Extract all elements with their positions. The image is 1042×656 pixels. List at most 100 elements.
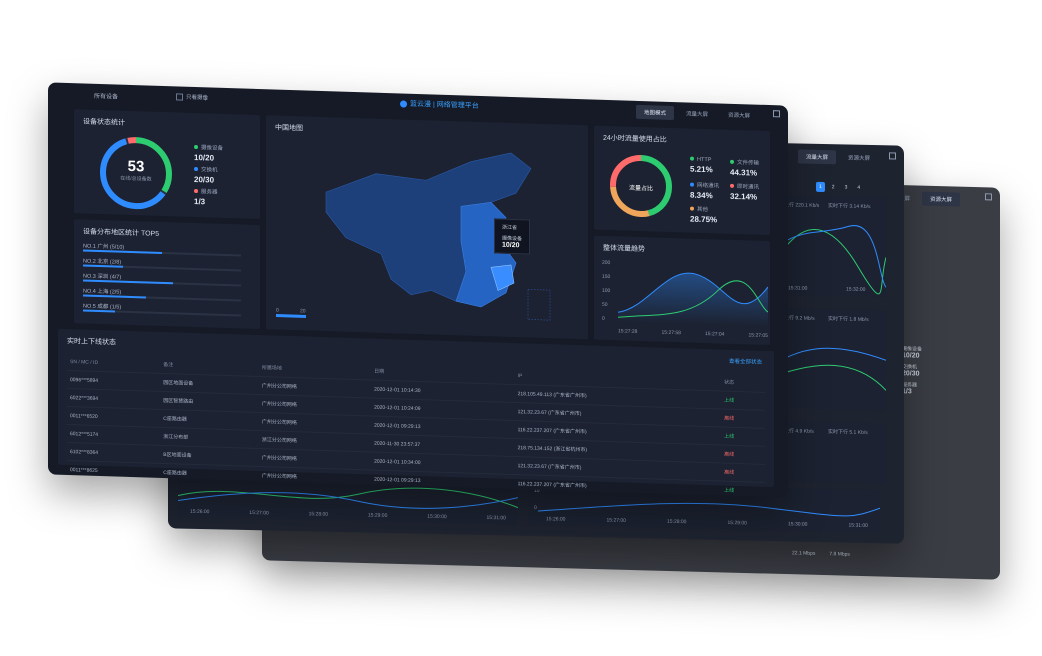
mid-chart-1-lines	[768, 225, 886, 295]
dot-icon	[690, 156, 694, 161]
pager-page-2[interactable]: 2	[831, 184, 835, 191]
trend-x3: 15:27:05	[748, 332, 768, 339]
device-status-title: 设备状态统计	[83, 118, 125, 127]
back-speed-up: 22.1 Mbps	[792, 550, 816, 557]
table-cell: 离线	[721, 409, 765, 429]
map-scale-max: 20	[300, 308, 306, 315]
dot-icon	[194, 188, 198, 194]
mid-x5: 15:31:00	[486, 514, 506, 522]
back-fullscreen-icon[interactable]	[985, 193, 992, 201]
traffic-share-panel: 24小时流量使用占比 流量占比 HTTP 5.21% 文件传输 44.31% 网络通讯 8…	[594, 125, 770, 236]
mid-x3: 15:29:00	[367, 512, 388, 519]
tab-traffic[interactable]: 流量大屏	[685, 111, 708, 119]
region-bar	[83, 309, 241, 317]
tooltip-region: 浙江省	[502, 224, 518, 232]
mid-bottom-right-lines	[537, 502, 880, 517]
pager-page-3[interactable]: 3	[844, 184, 848, 191]
back-status-server: 服务器 1/3	[902, 382, 918, 396]
mid-x0: 15:26:00	[190, 508, 210, 516]
realtime-status-panel: 实时上下线状态 查看全部状态 SN / MC / ID 备注 所属场地 日期 IP 状态 …	[58, 328, 774, 498]
mid-rx1: 15:27:00	[606, 517, 626, 524]
trend-y-tick: 100	[602, 287, 611, 295]
region-bar	[83, 294, 241, 302]
status-switch: 交换机 20/30	[194, 166, 218, 185]
china-map[interactable]	[266, 115, 588, 339]
dot-icon	[194, 144, 198, 150]
table-cell: 离线	[721, 445, 765, 465]
mid-rx5: 15:31:00	[848, 522, 868, 529]
trend-x1: 15:27:58	[661, 329, 681, 337]
region-bar-fill	[83, 309, 115, 313]
mid-bottom-chart-right: 10 0 15:26:00 15:27:00 15:28:00 15:29:00…	[528, 482, 880, 533]
pager-page-4[interactable]: 4	[857, 184, 861, 191]
mid-rx3: 15:29:00	[727, 520, 747, 527]
view-all-link[interactable]: 查看全部状态	[728, 358, 762, 366]
page-title-text: 篮云漫 | 网络管理平台	[410, 100, 479, 110]
map-tooltip: 浙江省 摄像设备 10/20	[494, 218, 531, 255]
table-cell: 0011***8625	[67, 460, 161, 482]
map-scale-min: 0	[276, 307, 279, 314]
region-bar	[83, 264, 241, 272]
mid-rx4: 15:30:00	[788, 521, 808, 528]
region-top5-panel: 设备分布地区统计 TOP5 NO.1 广州 (5/10) NO.2 北京 (2/8…	[74, 219, 260, 330]
mid-x1: 15:27:00	[249, 509, 269, 517]
back-tab-resource[interactable]: 资源大屏	[921, 191, 960, 207]
traffic-share-donut	[610, 154, 672, 218]
trend-y-tick: 150	[602, 273, 611, 281]
trend-y-tick: 0	[602, 315, 605, 322]
region-bar-fill	[83, 249, 162, 254]
region-bar-fill	[83, 264, 123, 268]
front-dashboard-screen: 所有设备 ⌄ 只看摄像 篮云漫 | 网络管理平台 地图模式 流量大屏 资源大屏 …	[48, 82, 788, 498]
tab-map-mode[interactable]: 地图模式	[635, 104, 674, 121]
mid-bottom-chart-left: 15:26:00 15:27:00 15:28:00 15:29:00 15:3…	[178, 475, 518, 525]
page-title: 篮云漫 | 网络管理平台	[400, 98, 479, 110]
mid-rx2: 15:28:00	[667, 518, 687, 526]
region-bar-fill	[83, 294, 147, 299]
region-bar	[83, 249, 241, 257]
device-filter-value: 所有设备	[94, 93, 119, 101]
status-server: 服务器 1/3	[194, 188, 218, 207]
checkbox-icon	[176, 92, 183, 101]
dot-icon	[690, 182, 694, 187]
tab-resource[interactable]: 资源大屏	[727, 112, 750, 120]
mid-tab-resource[interactable]: 资源大屏	[847, 155, 870, 162]
device-status-donut	[100, 137, 172, 210]
back-status-camera: 摄像设备 10/20	[902, 346, 923, 360]
table-cell: 上线	[721, 427, 765, 447]
table-cell: 离线	[721, 463, 765, 483]
traffic-share-item: 网络通讯 8.34%	[690, 182, 720, 201]
table-cell: 6102***5174	[67, 478, 161, 498]
mid-x-tick-b: 15:32:00	[846, 286, 866, 293]
traffic-share-title: 24小时流量使用占比	[603, 134, 667, 144]
china-map-panel: 中国地图 浙江省 摄像设备 10/20 0 20	[266, 115, 588, 340]
fullscreen-icon[interactable]	[773, 110, 780, 118]
table-header: 状态	[724, 379, 735, 386]
back-speed-down: 7.8 Mbps	[829, 551, 850, 558]
trend-x0: 15:27:28	[618, 328, 638, 335]
trend-y-tick: 50	[602, 301, 608, 308]
region-top5-title: 设备分布地区统计 TOP5	[83, 228, 160, 238]
mid-x-tick-a: 15:31:00	[788, 285, 808, 292]
realtime-table: SN / MC / ID 备注 所属场地 日期 IP 状态 0096***5894 园区地面…	[67, 353, 765, 498]
camera-only-checkbox[interactable]: 只看摄像	[176, 92, 208, 101]
dot-icon	[690, 206, 694, 211]
pager-page-1[interactable]: 1	[816, 181, 825, 193]
mid-fullscreen-icon[interactable]	[889, 152, 896, 160]
trend-title: 整体流量趋势	[603, 244, 645, 254]
trend-panel: 整体流量趋势 200 150 100 50 0 15:27:28 15:27:58 15…	[594, 235, 770, 346]
tooltip-value: 10/20	[502, 241, 520, 250]
device-status-panel: 设备状态统计 53 在线/总设备数 摄像设备 10/20 交换机 20/30 服务器…	[74, 109, 260, 220]
mid-tab-traffic[interactable]: 流量大屏	[797, 149, 836, 165]
region-bar	[83, 279, 241, 287]
table-cell: 上线	[721, 391, 765, 411]
traffic-share-item: 其他 28.75%	[690, 206, 718, 225]
logo-icon	[400, 99, 407, 108]
trend-y-tick: 200	[602, 259, 611, 267]
traffic-share-item: HTTP 5.21%	[690, 156, 713, 175]
realtime-title: 实时上下线状态	[67, 337, 116, 347]
mid-rx0: 15:26:00	[546, 516, 566, 523]
traffic-share-item: 文件传输 44.31%	[730, 159, 760, 178]
camera-only-label: 只看摄像	[186, 94, 209, 102]
trend-lines	[618, 272, 768, 327]
mid-legend3-down: 实时下行 5.1 Kb/s	[828, 429, 868, 436]
